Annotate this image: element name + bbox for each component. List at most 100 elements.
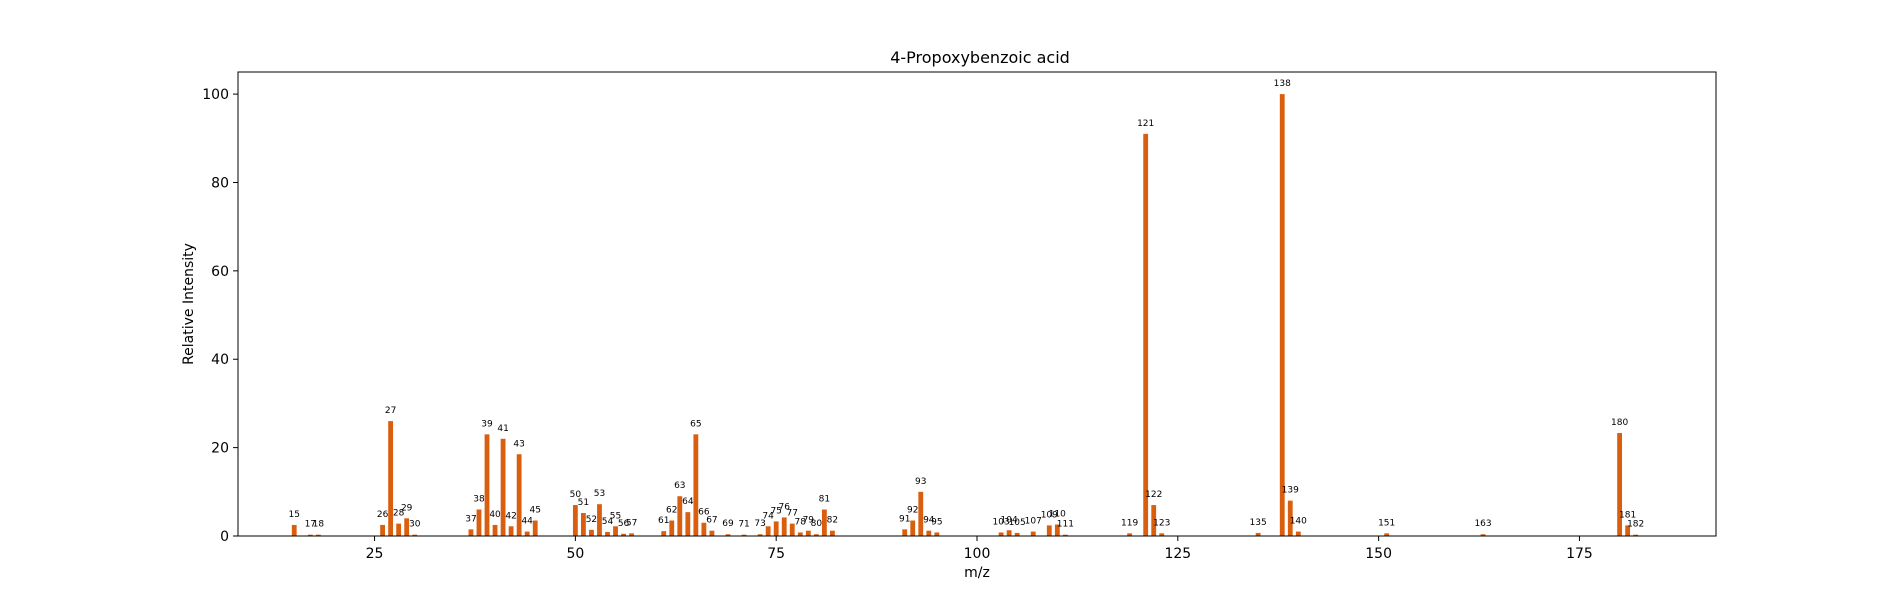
peak-label-110: 110 bbox=[1049, 510, 1066, 520]
bar-mz-74 bbox=[765, 526, 771, 536]
x-tick-label-100: 100 bbox=[964, 546, 991, 562]
peak-label-54: 54 bbox=[602, 517, 614, 527]
bar-mz-44 bbox=[524, 531, 530, 536]
bar-mz-123 bbox=[1159, 533, 1165, 536]
bar-mz-104 bbox=[1006, 530, 1012, 536]
bar-mz-38 bbox=[476, 509, 482, 536]
bar-mz-63 bbox=[677, 496, 683, 536]
peak-label-135: 135 bbox=[1250, 518, 1267, 528]
peak-label-62: 62 bbox=[666, 506, 677, 516]
peak-label-28: 28 bbox=[393, 509, 405, 519]
peak-label-30: 30 bbox=[409, 520, 421, 530]
bar-mz-29 bbox=[404, 518, 410, 536]
peak-label-29: 29 bbox=[401, 503, 413, 513]
bar-mz-151 bbox=[1384, 533, 1390, 536]
peak-label-80: 80 bbox=[811, 519, 823, 529]
bar-mz-92 bbox=[910, 520, 916, 536]
bar-mz-110 bbox=[1054, 524, 1060, 536]
bar-mz-71 bbox=[741, 534, 747, 536]
bar-mz-30 bbox=[412, 534, 418, 536]
bar-mz-180 bbox=[1617, 433, 1623, 536]
y-tick-label-20: 20 bbox=[211, 441, 229, 457]
peak-label-50: 50 bbox=[570, 490, 582, 500]
peak-label-52: 52 bbox=[586, 515, 597, 525]
bar-mz-93 bbox=[918, 491, 924, 536]
peak-label-77: 77 bbox=[787, 509, 798, 519]
x-tick-label-75: 75 bbox=[767, 546, 785, 562]
peak-label-91: 91 bbox=[899, 514, 910, 524]
chart-title: 4-Propoxybenzoic acid bbox=[890, 48, 1070, 67]
bar-series bbox=[291, 94, 1639, 536]
bar-mz-138 bbox=[1279, 94, 1285, 536]
bar-mz-15 bbox=[291, 524, 297, 536]
x-tick-label-125: 125 bbox=[1164, 546, 1191, 562]
peak-label-55: 55 bbox=[610, 511, 621, 521]
bar-mz-81 bbox=[821, 509, 827, 536]
y-tick-label-80: 80 bbox=[211, 175, 229, 191]
bar-mz-18 bbox=[315, 534, 321, 536]
peak-label-107: 107 bbox=[1025, 517, 1042, 527]
peak-label-92: 92 bbox=[907, 506, 918, 516]
bar-mz-52 bbox=[589, 529, 594, 536]
bar-mz-76 bbox=[781, 517, 787, 536]
peak-label-45: 45 bbox=[529, 506, 540, 516]
peak-label-27: 27 bbox=[385, 406, 396, 416]
peak-label-71: 71 bbox=[738, 520, 749, 530]
peak-label-81: 81 bbox=[819, 494, 830, 504]
bar-mz-109 bbox=[1046, 525, 1052, 536]
peak-label-57: 57 bbox=[626, 518, 637, 528]
peak-label-15: 15 bbox=[289, 510, 300, 520]
peak-label-79: 79 bbox=[803, 516, 815, 526]
peak-label-123: 123 bbox=[1153, 518, 1170, 528]
bar-mz-39 bbox=[484, 434, 490, 536]
bar-mz-64 bbox=[685, 512, 691, 536]
bar-mz-121 bbox=[1143, 133, 1149, 536]
bar-mz-77 bbox=[789, 523, 795, 536]
bar-mz-79 bbox=[805, 530, 811, 536]
bar-mz-53 bbox=[597, 504, 602, 536]
peak-label-39: 39 bbox=[481, 419, 493, 429]
bar-mz-28 bbox=[396, 523, 402, 536]
bar-mz-73 bbox=[757, 534, 763, 536]
bar-mz-50 bbox=[572, 505, 578, 536]
peak-label-44: 44 bbox=[521, 517, 533, 527]
peak-label-105: 105 bbox=[1009, 518, 1026, 528]
peak-label-18: 18 bbox=[313, 520, 325, 530]
bar-mz-41 bbox=[500, 438, 506, 536]
plot-frame bbox=[237, 71, 1717, 537]
peak-label-119: 119 bbox=[1121, 518, 1138, 528]
bar-mz-75 bbox=[773, 521, 779, 536]
peak-label-17: 17 bbox=[305, 520, 316, 530]
peak-label-182: 182 bbox=[1627, 520, 1644, 530]
bar-mz-95 bbox=[934, 532, 940, 536]
peak-label-104: 104 bbox=[1001, 515, 1018, 525]
bar-mz-103 bbox=[998, 532, 1004, 536]
peak-label-82: 82 bbox=[827, 516, 838, 526]
y-tick-label-100: 100 bbox=[202, 87, 229, 103]
peak-label-76: 76 bbox=[778, 502, 790, 512]
peak-label-94: 94 bbox=[923, 516, 935, 526]
peak-label-69: 69 bbox=[722, 519, 734, 529]
peak-label-121: 121 bbox=[1137, 119, 1154, 129]
bar-mz-57 bbox=[629, 533, 635, 536]
bar-mz-27 bbox=[388, 421, 394, 536]
bar-mz-61 bbox=[661, 531, 667, 536]
peak-label-51: 51 bbox=[578, 498, 589, 508]
bar-mz-140 bbox=[1295, 531, 1301, 536]
peak-label-65: 65 bbox=[690, 419, 701, 429]
bar-mz-91 bbox=[902, 529, 908, 536]
bar-mz-182 bbox=[1633, 534, 1639, 536]
bar-mz-80 bbox=[813, 534, 819, 536]
bar-mz-43 bbox=[516, 454, 522, 536]
peak-label-140: 140 bbox=[1290, 517, 1307, 527]
x-axis-label: m/z bbox=[964, 565, 990, 581]
bar-mz-51 bbox=[580, 513, 586, 536]
peak-label-139: 139 bbox=[1282, 486, 1299, 496]
peak-label-122: 122 bbox=[1145, 490, 1162, 500]
bar-mz-107 bbox=[1030, 531, 1036, 536]
bar-mz-67 bbox=[709, 530, 715, 536]
bar-mz-65 bbox=[693, 434, 699, 536]
bar-mz-78 bbox=[797, 532, 803, 536]
peak-label-43: 43 bbox=[513, 439, 524, 449]
peak-label-78: 78 bbox=[795, 517, 807, 527]
